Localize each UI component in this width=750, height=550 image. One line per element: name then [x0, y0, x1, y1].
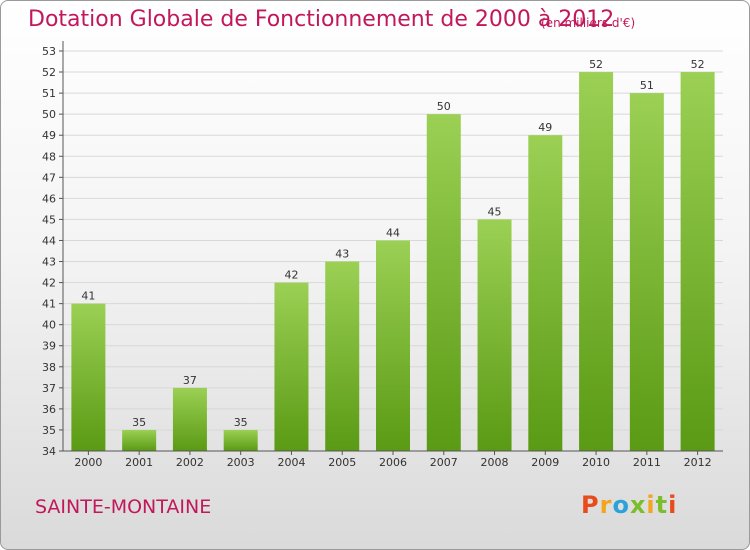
bar-2012	[680, 72, 715, 451]
y-tick-label: 45	[42, 213, 56, 226]
logo-letter: x	[629, 491, 647, 519]
data-label-2011: 51	[640, 79, 654, 92]
y-tick-label: 50	[42, 108, 56, 121]
x-tick-label: 2000	[74, 456, 102, 469]
x-tick-label: 2007	[430, 456, 458, 469]
data-label-2008: 45	[488, 205, 502, 218]
chart-subtitle: (en milliers d'€)	[541, 16, 636, 30]
chart-title: Dotation Globale de Fonctionnement de 20…	[28, 7, 615, 32]
bar-2011	[629, 93, 664, 452]
data-label-2002: 37	[183, 374, 197, 387]
x-tick-label: 2004	[277, 456, 305, 469]
y-tick-label: 47	[42, 171, 56, 184]
x-tick-label: 2011	[633, 456, 661, 469]
y-tick-label: 46	[42, 192, 56, 205]
y-tick-label: 34	[42, 445, 56, 458]
logo-letter: P	[581, 491, 600, 519]
town-name: SAINTE-MONTAINE	[35, 496, 212, 518]
data-label-2010: 52	[589, 58, 603, 71]
x-tick-label: 2008	[481, 456, 509, 469]
x-tick-label: 2006	[379, 456, 407, 469]
bar-2007	[426, 114, 461, 451]
logo-letter: r	[599, 491, 613, 519]
y-tick-label: 38	[42, 361, 56, 374]
bar-2000	[71, 303, 106, 451]
bar-2006	[376, 240, 410, 451]
bar-2010	[579, 72, 614, 451]
bar-2003	[223, 429, 258, 451]
data-label-2012: 52	[691, 58, 705, 71]
y-tick-label: 49	[42, 129, 56, 142]
bar-2005	[325, 261, 360, 451]
data-label-2006: 44	[386, 226, 400, 239]
data-label-2001: 35	[132, 416, 146, 429]
data-label-2000: 41	[81, 290, 95, 303]
proxiti-logo: Proxiti	[581, 491, 677, 519]
data-label-2009: 49	[538, 121, 552, 134]
bar-2008	[477, 219, 512, 451]
bar-2009	[528, 135, 563, 452]
logo-letter: t	[655, 491, 669, 519]
x-tick-label: 2003	[227, 456, 255, 469]
data-label-2004: 42	[284, 269, 298, 282]
bar-2001	[122, 429, 157, 451]
y-tick-label: 48	[42, 150, 56, 163]
y-tick-label: 43	[42, 256, 56, 269]
bar-2002	[172, 387, 207, 451]
x-tick-label: 2002	[176, 456, 204, 469]
data-label-2007: 50	[437, 100, 451, 113]
logo-letter: o	[612, 491, 630, 519]
y-tick-label: 42	[42, 277, 56, 290]
x-tick-label: 2012	[684, 456, 712, 469]
x-tick-label: 2010	[582, 456, 610, 469]
y-tick-label: 37	[42, 382, 56, 395]
y-tick-label: 40	[42, 319, 56, 332]
bar-2004	[274, 282, 309, 451]
y-tick-label: 53	[42, 45, 56, 58]
x-tick-label: 2005	[328, 456, 356, 469]
y-tick-label: 39	[42, 340, 56, 353]
y-tick-label: 36	[42, 403, 56, 416]
logo-letter: i	[646, 491, 656, 519]
data-label-2005: 43	[335, 248, 349, 261]
data-label-2003: 35	[234, 416, 248, 429]
logo-letter: i	[668, 491, 678, 519]
y-tick-label: 35	[42, 424, 56, 437]
y-tick-label: 52	[42, 66, 56, 79]
x-tick-label: 2009	[531, 456, 559, 469]
y-tick-label: 44	[42, 234, 56, 247]
y-tick-label: 51	[42, 87, 56, 100]
y-tick-label: 41	[42, 298, 56, 311]
x-tick-label: 2001	[125, 456, 153, 469]
